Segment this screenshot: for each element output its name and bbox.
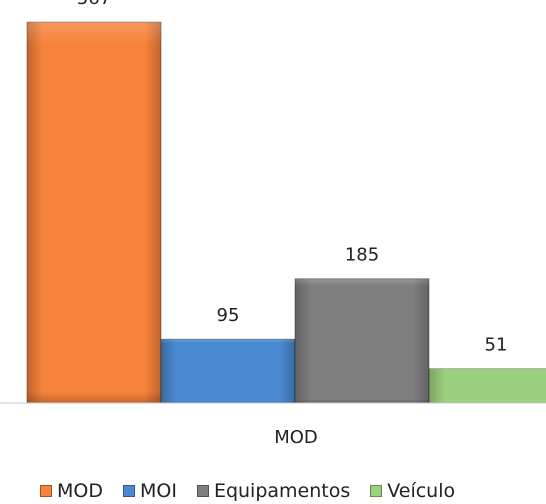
legend-swatch (122, 485, 135, 497)
bar-moi (160, 338, 296, 404)
legend-item: Equipamentos (196, 480, 351, 502)
legend-item: MOD (40, 480, 103, 502)
legend: MOD MOI Equipamentos Veículo (40, 480, 475, 502)
x-tick-label: MOD (274, 427, 318, 448)
legend-swatch (196, 485, 209, 497)
data-label: 567 (77, 0, 111, 9)
data-label: 51 (485, 335, 508, 356)
legend-label: MOI (139, 480, 177, 502)
legend-label: Equipamentos (213, 480, 351, 502)
bar-ve-culo (428, 368, 546, 404)
bar-mod (26, 21, 162, 404)
legend-item: MOI (122, 480, 177, 502)
bar-equipamentos (294, 278, 430, 404)
legend-label: MOD (57, 480, 103, 502)
legend-swatch (40, 485, 52, 497)
data-label: 185 (345, 245, 379, 266)
legend-swatch (370, 485, 383, 497)
legend-label: Veículo (387, 480, 456, 502)
legend-item: Veículo (370, 480, 455, 502)
data-label: 95 (217, 305, 240, 326)
